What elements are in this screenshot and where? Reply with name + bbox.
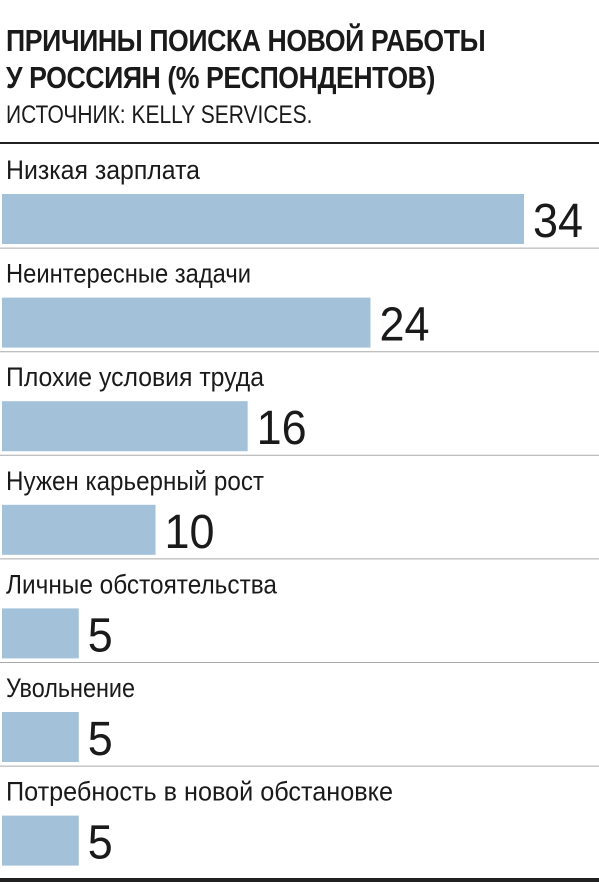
- bar: [2, 608, 79, 659]
- chart-title: ПРИЧИНЫ ПОИСКА НОВОЙ РАБОТЫ У РОССИЯН (%…: [6, 23, 486, 95]
- bar: [2, 504, 156, 555]
- category-label: Неинтересные задачи: [6, 259, 251, 289]
- value-label: 16: [257, 402, 307, 455]
- bottom-rule: [0, 878, 599, 882]
- bar: [2, 815, 79, 866]
- bar: [2, 712, 79, 762]
- chart-header: ПРИЧИНЫ ПОИСКА НОВОЙ РАБОТЫ У РОССИЯН (%…: [6, 22, 596, 96]
- value-label: 24: [379, 299, 429, 352]
- bar: [2, 297, 371, 348]
- value-label: 5: [88, 713, 113, 766]
- category-label: Нужен карьерный рост: [6, 466, 264, 496]
- category-label: Плохие условия труда: [6, 362, 265, 392]
- category-label: Потребность в новой обстановке: [6, 777, 393, 807]
- bar: [2, 401, 248, 452]
- value-label: 34: [533, 195, 583, 248]
- top-rule: [0, 142, 599, 144]
- value-label: 5: [88, 817, 113, 870]
- category-label: Низкая зарплата: [6, 155, 201, 185]
- category-label: Личные обстоятельства: [6, 569, 278, 599]
- bar: [2, 194, 524, 244]
- value-label: 10: [165, 506, 215, 559]
- value-label: 5: [88, 609, 113, 662]
- chart-source: ИСТОЧНИК: KELLY SERVICES.: [6, 101, 313, 129]
- category-label: Увольнение: [6, 673, 135, 703]
